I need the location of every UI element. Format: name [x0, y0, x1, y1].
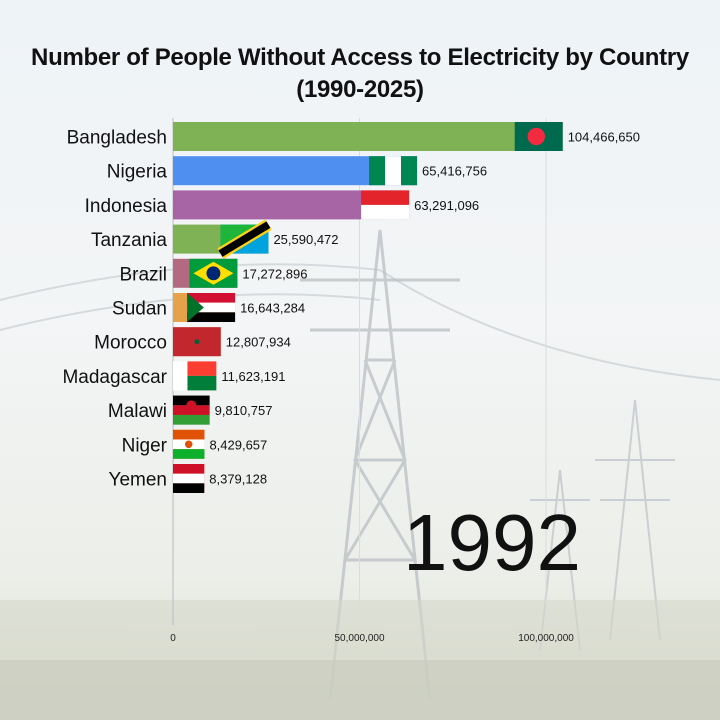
bar-row-madagascar: Madagascar 11,623,191 — [62, 361, 285, 391]
value-label: 9,810,757 — [215, 403, 273, 418]
category-label: Yemen — [109, 470, 167, 491]
value-label: 17,272,896 — [242, 266, 307, 281]
category-label: Malawi — [108, 401, 167, 422]
x-tick-label: 100,000,000 — [518, 633, 574, 644]
bar-row-malawi: Malawi 9,810,757 — [108, 395, 273, 425]
niger-flag-icon — [173, 429, 205, 459]
value-label: 104,466,650 — [568, 130, 640, 145]
category-label: Tanzania — [91, 230, 167, 251]
yemen-flag-icon — [173, 464, 205, 493]
bars: Bangladesh 104,466,650 Nigeria 65,416,756 In… — [62, 122, 640, 493]
bar-row-brazil: Brazil 17,272,896 — [119, 258, 308, 288]
chart-title-line-1: Number of People Without Access to Elect… — [31, 44, 689, 71]
category-label: Niger — [122, 435, 168, 456]
value-label: 16,643,284 — [240, 301, 305, 316]
value-label: 12,807,934 — [226, 335, 291, 350]
brazil-flag-icon — [189, 258, 238, 288]
bar-row-morocco: Morocco 12,807,934 — [94, 327, 291, 357]
bar-bangladesh — [173, 122, 563, 151]
value-label: 63,291,096 — [414, 198, 479, 213]
value-label: 8,429,657 — [209, 437, 267, 452]
bar-row-nigeria: Nigeria 65,416,756 — [107, 156, 487, 186]
x-tick-label: 0 — [170, 633, 176, 644]
chart-title-line-2: (1990-2025) — [296, 76, 424, 103]
value-label: 65,416,756 — [422, 164, 487, 179]
value-label: 11,623,191 — [221, 369, 285, 384]
x-tick-label: 50,000,000 — [334, 633, 384, 644]
category-label: Bangladesh — [67, 128, 167, 149]
category-label: Madagascar — [62, 367, 167, 388]
year-label: 1992 — [403, 498, 581, 587]
value-label: 25,590,472 — [273, 232, 338, 247]
bar-row-bangladesh: Bangladesh 104,466,650 — [67, 122, 640, 151]
bar-row-sudan: Sudan 16,643,284 — [112, 293, 305, 322]
madagascar-flag-icon — [173, 361, 217, 391]
tanzania-flag-icon — [217, 219, 272, 259]
bar-row-niger: Niger 8,429,657 — [122, 429, 267, 459]
malawi-flag-icon — [173, 395, 210, 425]
nigeria-flag-icon — [369, 156, 418, 186]
category-label: Nigeria — [107, 162, 168, 183]
bar-row-indonesia: Indonesia 63,291,096 — [85, 190, 479, 220]
category-label: Morocco — [94, 333, 167, 354]
category-label: Brazil — [119, 264, 167, 285]
bangladesh-flag-icon — [514, 122, 563, 151]
x-axis-ticks: 0 50,000,000 100,000,000 — [170, 633, 574, 644]
bar-row-tanzania: Tanzania 25,590,472 — [91, 219, 339, 259]
indonesia-flag-icon — [361, 190, 410, 220]
category-label: Sudan — [112, 299, 167, 320]
value-label: 8,379,128 — [209, 472, 267, 487]
sudan-flag-icon — [187, 293, 236, 322]
category-label: Indonesia — [85, 196, 168, 217]
bar-row-yemen: Yemen 8,379,128 — [109, 464, 267, 493]
morocco-flag-icon — [173, 327, 221, 357]
